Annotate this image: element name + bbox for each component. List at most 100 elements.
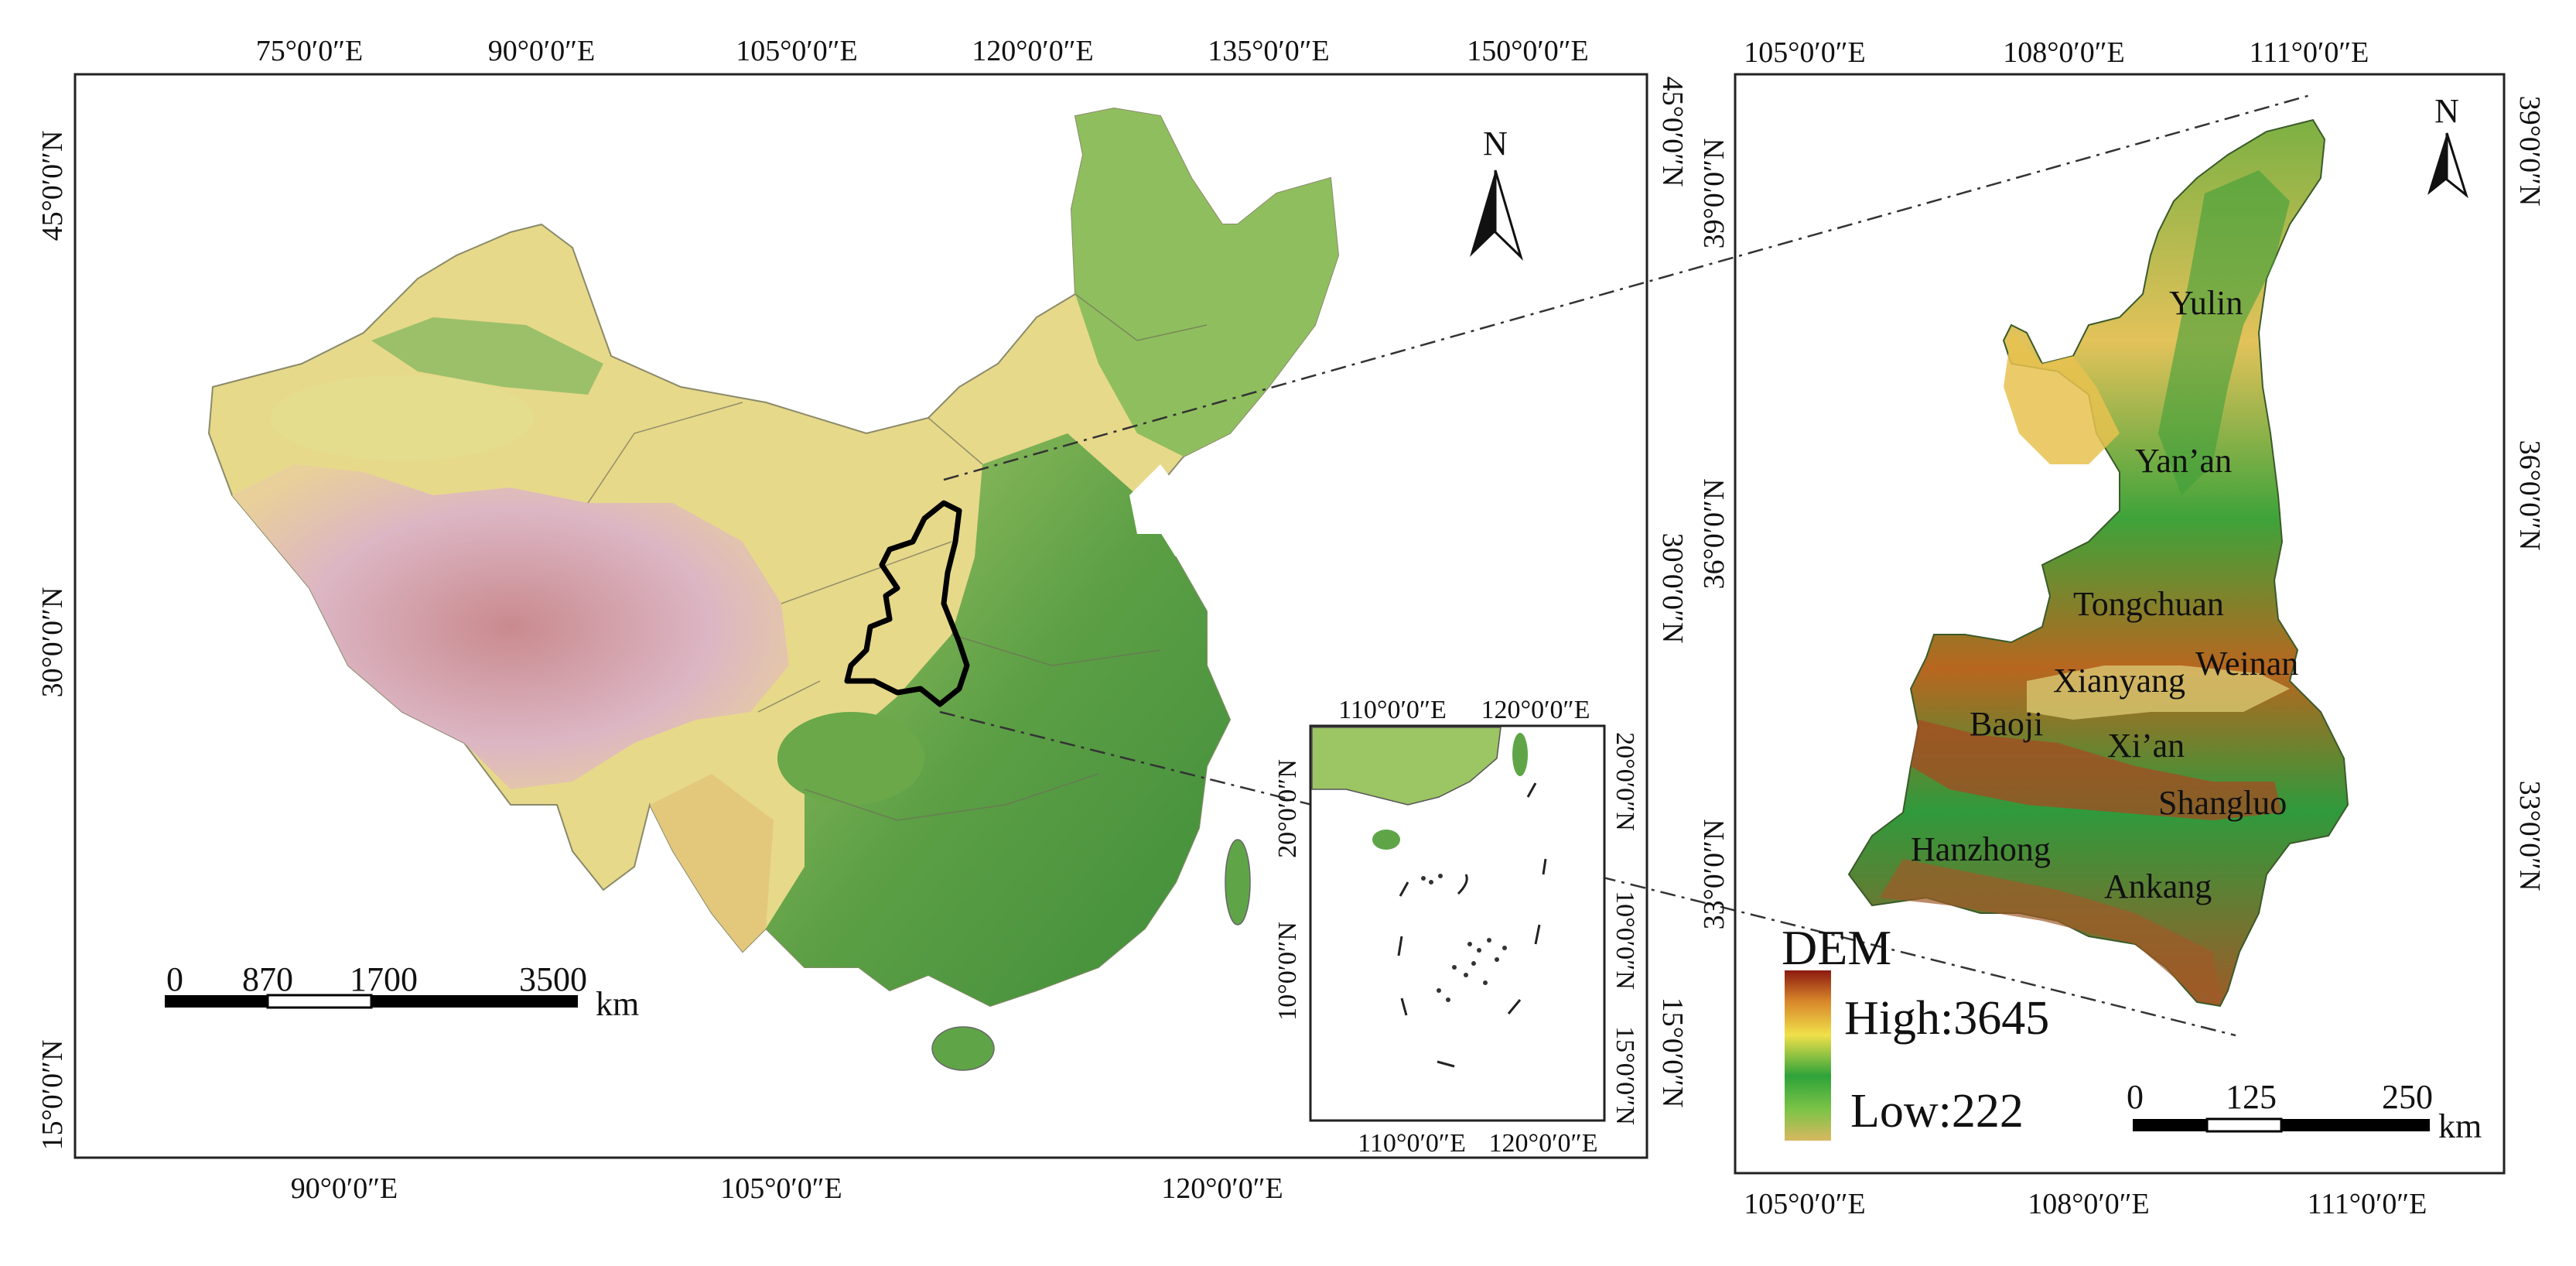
inset-map: 110°0′0″E 120°0′0″E 110°0′0″E 120°0′0″E … [1273, 696, 1639, 1158]
north-arrow-main: N [1470, 125, 1524, 262]
tibet-plateau [232, 464, 789, 789]
north-label: N [2434, 92, 2459, 130]
legend-low: Low:222 [1850, 1085, 2024, 1138]
inset-bottom-tick: 110°0′0″E [1358, 1129, 1466, 1158]
city-label: Xi’an [2107, 727, 2185, 765]
inset-mainland [1311, 727, 1502, 806]
tarim-basin [271, 375, 534, 460]
detail-map: 105°0′0″E 108°0′0″E 111°0′0″E 105°0′0″E … [1698, 36, 2546, 1220]
detail-left-tick: 39°0′0″N [1698, 139, 1730, 249]
legend-color-ramp [1785, 970, 1831, 1141]
scale-segment [371, 995, 578, 1008]
scale-segment [2205, 1117, 2283, 1133]
detail-map-frame [1734, 73, 2506, 1175]
detail-right-tick: 33°0′0″N [2513, 781, 2546, 891]
scale-label: 125 [2226, 1078, 2277, 1116]
north-label: N [1483, 125, 1508, 163]
scale-label: 0 [2127, 1078, 2144, 1116]
detail-left-tick: 33°0′0″N [1698, 819, 1730, 930]
province-boundaries [587, 293, 1208, 821]
main-top-tick: 150°0′0″E [1467, 35, 1589, 67]
inset-right-tick: 10°0′0″N [1611, 891, 1639, 990]
scale-segment [2281, 1119, 2430, 1131]
main-right-tick: 15°0′0″N [1656, 997, 1689, 1108]
north-arrow-icon-right [2445, 132, 2468, 199]
loess-plateau-west [2004, 333, 2120, 464]
legend-title: DEM [1782, 920, 1891, 975]
scale-segment [165, 995, 268, 1008]
main-left-tick: 15°0′0″N [36, 1040, 69, 1151]
city-label: Yulin [2169, 284, 2243, 322]
inset-left-tick: 20°0′0″N [1273, 759, 1302, 858]
tianshan [371, 317, 603, 395]
inset-nine-dash-line [1397, 782, 1547, 1068]
city-label: Tongchuan [2073, 585, 2224, 623]
detail-right-tick: 39°0′0″N [2513, 96, 2546, 207]
scale-segment [2133, 1119, 2207, 1131]
hainan-island [931, 1026, 995, 1071]
main-top-tick: 135°0′0″E [1208, 35, 1330, 67]
main-map: 75°0′0″E 90°0′0″E 105°0′0″E 120°0′0″E 13… [36, 35, 2314, 1205]
city-label: Shangluo [2158, 784, 2287, 822]
main-bottom-tick: 120°0′0″E [1161, 1172, 1283, 1205]
main-map-frame [73, 73, 1648, 1159]
taiwan-island [1225, 839, 1251, 926]
detail-top-tick: 105°0′0″E [1744, 36, 1866, 69]
inset-islands [1421, 874, 1507, 1002]
scale-unit: km [2438, 1107, 2482, 1145]
scale-label: 870 [242, 960, 293, 998]
detail-bottom-tick: 111°0′0″E [2308, 1188, 2427, 1220]
main-bottom-tick: 105°0′0″E [720, 1172, 842, 1205]
qinling-range [1911, 720, 2282, 820]
inset-hainan [1372, 830, 1400, 850]
inset-left-tick: 10°0′0″N [1273, 922, 1302, 1021]
main-top-tick: 105°0′0″E [736, 35, 858, 67]
detail-top-tick: 111°0′0″E [2250, 36, 2369, 69]
leader-line-top [943, 93, 2314, 481]
north-arrow-icon [2427, 133, 2447, 195]
main-left-tick: 45°0′0″N [36, 131, 69, 241]
scale-label: 3500 [519, 960, 587, 998]
leader-line-bottom [939, 710, 2236, 1037]
city-label: Yan’an [2135, 442, 2232, 480]
legend-high: High:3645 [1844, 992, 2049, 1045]
sichuan-basin [777, 712, 924, 805]
main-right-tick: 30°0′0″N [1656, 533, 1689, 644]
inset-right-tick: 15°0′0″N [1611, 1026, 1639, 1125]
scale-label: 0 [166, 960, 183, 998]
city-label: Hanzhong [1911, 830, 2051, 868]
northeast-region [1071, 108, 1338, 457]
inset-bottom-tick: 120°0′0″E [1489, 1129, 1598, 1158]
detail-left-tick: 36°0′0″N [1698, 479, 1730, 590]
eastern-lowland [766, 433, 1230, 1006]
north-arrow-detail: N [2427, 92, 2468, 199]
scale-unit: km [596, 985, 639, 1023]
inset-top-tick: 110°0′0″E [1338, 696, 1447, 724]
main-top-tick: 75°0′0″E [256, 35, 364, 67]
bohai-sea [1129, 464, 1184, 534]
main-bottom-tick: 90°0′0″E [291, 1172, 398, 1205]
china-terrain [207, 107, 1340, 1071]
yunnan-highland [650, 774, 774, 952]
shaanxi-outline-main [844, 500, 970, 707]
scale-bar-detail: 0 125 250 km [2127, 1078, 2482, 1145]
inset-top-tick: 120°0′0″E [1481, 696, 1590, 724]
city-label: Baoji [1970, 705, 2043, 743]
detail-bottom-tick: 105°0′0″E [1744, 1188, 1866, 1220]
city-label: Ankang [2104, 867, 2212, 905]
dem-legend: DEM High:3645 Low:222 [1782, 920, 2049, 1141]
daba-range [1880, 859, 2220, 998]
city-label: Weinan [2195, 645, 2298, 683]
scale-bar-main: 0 870 1700 3500 km [165, 960, 639, 1023]
inset-right-tick: 20°0′0″N [1611, 732, 1639, 831]
detail-right-tick: 36°0′0″N [2513, 440, 2546, 551]
main-top-tick: 90°0′0″E [488, 35, 596, 67]
detail-top-tick: 108°0′0″E [2003, 36, 2125, 69]
city-label: Xianyang [2053, 662, 2185, 700]
main-top-tick: 120°0′0″E [972, 35, 1094, 67]
scale-label: 250 [2382, 1078, 2433, 1116]
northern-green [2158, 170, 2290, 495]
detail-bottom-tick: 108°0′0″E [2028, 1188, 2150, 1220]
guanzhong-plain [2027, 666, 2290, 720]
